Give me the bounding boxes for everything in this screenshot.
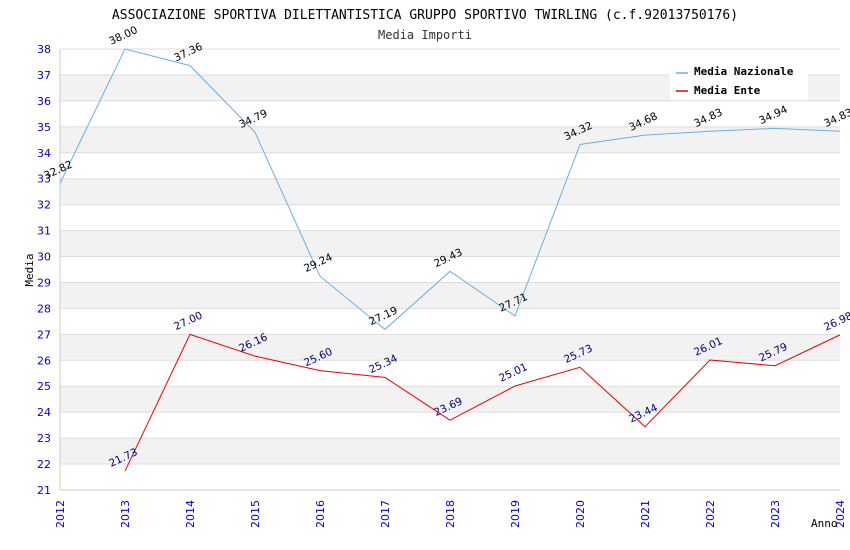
y-tick-label: 32 bbox=[37, 199, 51, 212]
y-tick-label: 22 bbox=[37, 458, 51, 471]
y-tick-labels: 21 22 23 24 25 26 27 28 29 30 31 32 33 34 35 36 37 38 bbox=[37, 43, 51, 497]
y-tick-label: 30 bbox=[37, 251, 51, 264]
band bbox=[60, 230, 840, 257]
data-label: 38.00 bbox=[107, 24, 139, 48]
chart-title: ASSOCIAZIONE SPORTIVA DILETTANTISTICA GR… bbox=[112, 8, 738, 23]
y-tick-label: 25 bbox=[37, 380, 51, 393]
y-tick-label: 31 bbox=[37, 225, 51, 238]
y-tick-label: 38 bbox=[37, 43, 51, 56]
x-tick-label: 2020 bbox=[574, 500, 587, 528]
y-tick-label: 36 bbox=[37, 95, 51, 108]
band bbox=[60, 334, 840, 361]
x-tick-label: 2018 bbox=[444, 500, 457, 528]
x-tick-label: 2021 bbox=[639, 500, 652, 528]
x-axis-label: Anno bbox=[811, 517, 838, 530]
y-tick-label: 34 bbox=[37, 147, 51, 160]
series-line-nazionale bbox=[59, 48, 841, 331]
y-axis-label: Media bbox=[23, 253, 36, 286]
y-tick-label: 26 bbox=[37, 354, 51, 367]
x-tick-label: 2015 bbox=[249, 500, 262, 528]
band bbox=[60, 360, 840, 387]
x-tick-label: 2014 bbox=[184, 500, 197, 528]
x-tick-label: 2024 bbox=[834, 500, 847, 528]
y-tick-label: 24 bbox=[37, 406, 51, 419]
y-tick-label: 27 bbox=[37, 328, 51, 341]
series-lines bbox=[59, 48, 841, 472]
x-tick-labels: 2012 2013 2014 2015 2016 2017 2018 2019 2020 2021… bbox=[54, 500, 847, 528]
band bbox=[60, 100, 840, 127]
y-tick-label: 28 bbox=[37, 302, 51, 315]
background-bands bbox=[60, 49, 840, 490]
legend-box bbox=[670, 60, 808, 100]
legend-label-nazionale: Media Nazionale bbox=[694, 65, 794, 78]
band bbox=[60, 204, 840, 231]
legend-label-ente: Media Ente bbox=[694, 84, 761, 97]
band bbox=[60, 152, 840, 179]
band bbox=[60, 412, 840, 439]
y-tick-label: 21 bbox=[37, 484, 51, 497]
band bbox=[60, 308, 840, 335]
band bbox=[60, 464, 840, 490]
x-tick-label: 2013 bbox=[119, 500, 132, 528]
band bbox=[60, 178, 840, 205]
y-tick-label: 37 bbox=[37, 69, 51, 82]
x-tick-label: 2012 bbox=[54, 500, 67, 528]
band bbox=[60, 386, 840, 413]
y-tick-label: 35 bbox=[37, 121, 51, 134]
chart-subtitle: Media Importi bbox=[378, 28, 472, 42]
x-tick-label: 2017 bbox=[379, 500, 392, 528]
x-tick-label: 2023 bbox=[769, 500, 782, 528]
x-tick-label: 2019 bbox=[509, 500, 522, 528]
band bbox=[60, 438, 840, 465]
y-tick-label: 29 bbox=[37, 276, 51, 289]
x-tick-label: 2022 bbox=[704, 500, 717, 528]
y-tick-label: 23 bbox=[37, 432, 51, 445]
gridlines bbox=[60, 48, 840, 491]
y-tick-label: 33 bbox=[37, 173, 51, 186]
x-tick-label: 2016 bbox=[314, 500, 327, 528]
legend: Media Nazionale Media Ente bbox=[670, 60, 808, 100]
series-line-ente bbox=[124, 333, 841, 472]
axes bbox=[59, 49, 840, 491]
band bbox=[60, 282, 840, 309]
band bbox=[60, 256, 840, 283]
